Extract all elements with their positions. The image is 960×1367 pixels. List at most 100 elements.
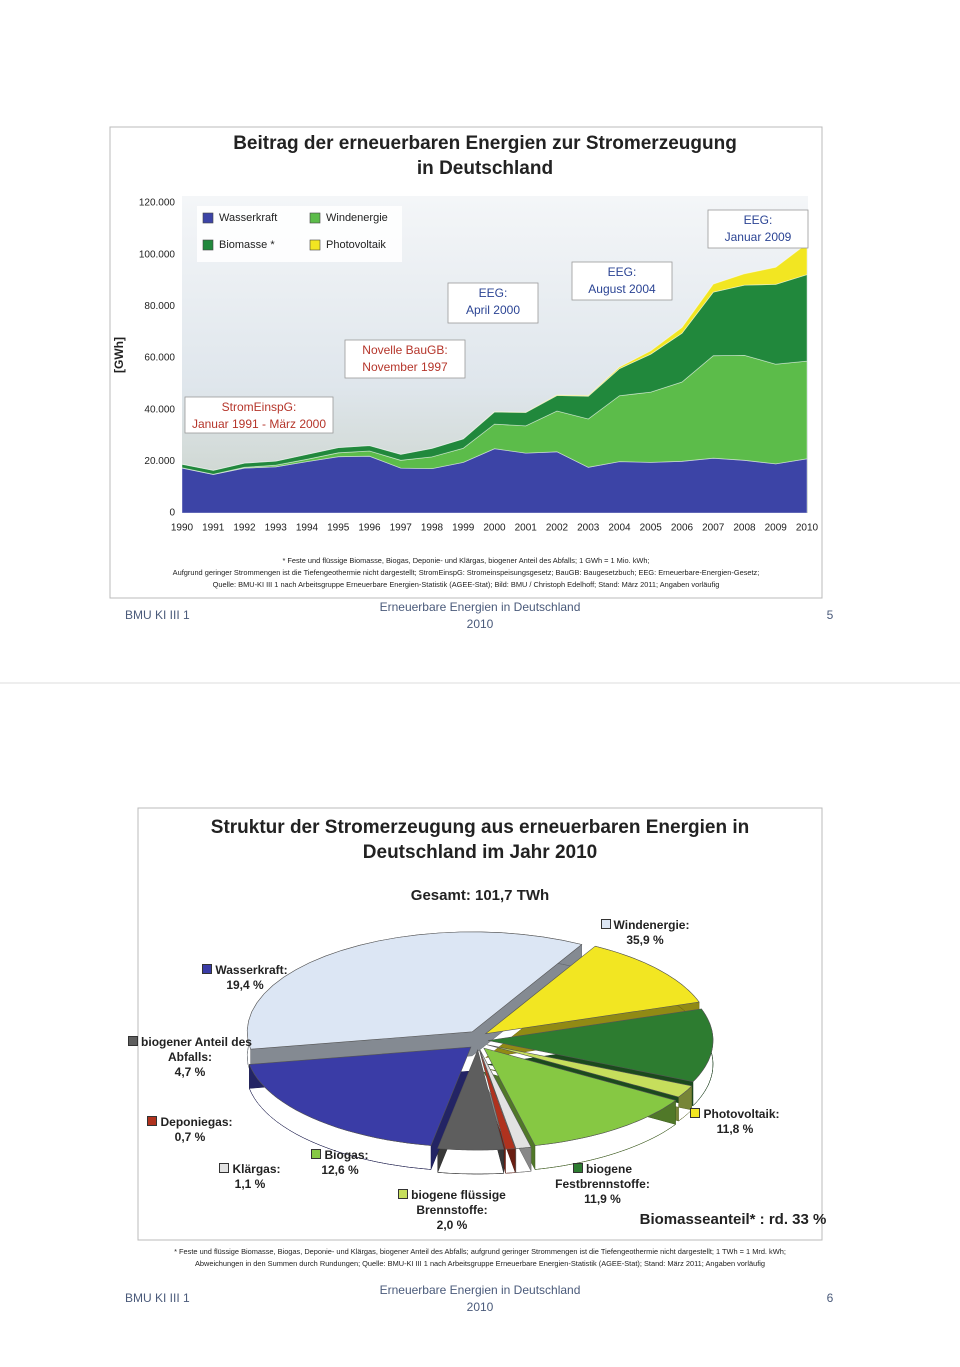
chart-title: Beitrag der erneuerbaren Energien zur St… — [233, 133, 737, 154]
x-tick-label: 2001 — [515, 523, 538, 534]
slice-name: Deponiegas: — [160, 1115, 233, 1129]
slice-name: Windenergie: — [613, 918, 690, 932]
x-tick-label: 1996 — [358, 523, 381, 534]
x-tick-label: 2003 — [577, 523, 600, 534]
slice-value: 11,9 % — [584, 1192, 621, 1206]
slice — [246, 931, 583, 1050]
annotation-text: StromEinspG: — [222, 400, 297, 414]
slice-label: Wasserkraft: 19,4 % — [195, 963, 295, 993]
slice-value: 0,7 % — [174, 1130, 206, 1144]
slice-label: Deponiegas: 0,7 % — [140, 1115, 240, 1145]
slice-value: 1,1 % — [234, 1177, 266, 1191]
slice-label: biogener Anteil des Abfalls: 4,7 % — [125, 1035, 255, 1080]
footer-center: Erneuerbare Energien in Deutschland — [380, 600, 581, 614]
annotation-text: EEG: — [744, 213, 773, 227]
slice-name: biogene Festbrennstoffe: — [555, 1162, 650, 1191]
y-tick-label: 100.000 — [139, 249, 176, 260]
x-tick-label: 2004 — [608, 523, 631, 534]
x-tick-label: 2008 — [733, 523, 756, 534]
footnote: * Feste und flüssige Biomasse, Biogas, D… — [282, 556, 649, 565]
footer-left: BMU KI III 1 — [125, 1291, 190, 1305]
annotation-box — [184, 396, 334, 434]
x-tick-label: 2009 — [765, 523, 788, 534]
chart-title: in Deutschland — [417, 158, 553, 179]
x-tick-label: 1992 — [233, 523, 256, 534]
slice-name: biogener Anteil des Abfalls: — [141, 1035, 252, 1064]
label-swatch — [398, 1189, 409, 1199]
x-tick-label: 2002 — [546, 523, 569, 534]
slice-label: biogene flüssige Brennstoffe: 2,0 % — [392, 1188, 512, 1233]
x-tick-label: 1995 — [327, 523, 350, 534]
annotation-text: November 1997 — [362, 360, 448, 374]
x-tick-label: 2010 — [796, 523, 819, 534]
y-tick-label: 120.000 — [139, 198, 176, 209]
slice — [484, 945, 700, 1035]
legend-swatch — [202, 212, 214, 224]
x-tick-label: 1990 — [171, 523, 194, 534]
legend-label: Photovoltaik — [326, 239, 386, 251]
slice-value: 35,9 % — [626, 933, 664, 947]
annotation-text: EEG: — [608, 265, 637, 279]
slice — [479, 1049, 516, 1150]
footer-year: 2010 — [467, 617, 494, 631]
slice — [248, 1046, 472, 1146]
slice — [487, 1008, 714, 1083]
annotation-box — [344, 339, 466, 379]
chart-subtitle: Gesamt: 101,7 TWh — [411, 887, 549, 904]
slice-label: Klärgas: 1,1 % — [215, 1162, 285, 1192]
label-swatch — [147, 1116, 158, 1126]
annotation-box — [707, 209, 809, 249]
y-tick-label: 80.000 — [144, 301, 175, 312]
y-axis-label: [GWh] — [112, 337, 126, 373]
label-swatch — [690, 1108, 701, 1118]
y-tick-label: 20.000 — [144, 456, 175, 467]
annotation-text: Novelle BauGB: — [362, 343, 447, 357]
slice-name: Biogas: — [324, 1148, 369, 1162]
footer-left: BMU KI III 1 — [125, 608, 190, 622]
chart-title: Struktur der Stromerzeugung aus erneuerb… — [211, 817, 749, 838]
slice-name: Wasserkraft: — [215, 963, 288, 977]
annotation-text: Januar 2009 — [725, 230, 792, 244]
x-tick-label: 1993 — [265, 523, 288, 534]
slice — [486, 1044, 693, 1098]
slice-label: Biogas: 12,6 % — [300, 1148, 380, 1178]
slice — [479, 1049, 532, 1149]
x-tick-label: 1994 — [296, 523, 319, 534]
chart-title: Deutschland im Jahr 2010 — [363, 842, 597, 863]
legend-swatch — [309, 239, 321, 251]
slice-value: 11,8 % — [716, 1122, 754, 1136]
footnote: Abweichungen in den Summen durch Rundung… — [195, 1259, 765, 1268]
pie-chart: Struktur der Stromerzeugung aus erneuerb… — [174, 817, 826, 1268]
slide-frame — [109, 126, 823, 599]
slice-name: biogene flüssige Brennstoffe: — [411, 1188, 506, 1217]
label-swatch — [128, 1036, 139, 1046]
legend-swatch — [309, 212, 321, 224]
annotation-text: Januar 1991 - März 2000 — [192, 417, 326, 431]
label-swatch — [202, 964, 213, 974]
legend-box — [197, 206, 402, 262]
annotation-text: August 2004 — [588, 282, 656, 296]
page-number: 6 — [827, 1291, 834, 1305]
x-tick-label: 2007 — [702, 523, 725, 534]
legend-label: Wasserkraft — [219, 212, 277, 224]
slice-value: 19,4 % — [226, 978, 264, 992]
slice — [437, 1049, 505, 1151]
annotation-text: April 2000 — [466, 303, 520, 317]
x-tick-label: 2005 — [640, 523, 663, 534]
legend-label: Biomasse * — [219, 239, 275, 251]
slice-value: 12,6 % — [321, 1163, 359, 1177]
slide-frame — [137, 807, 823, 1241]
label-swatch — [219, 1163, 230, 1173]
slice-value: 4,7 % — [174, 1065, 206, 1079]
slice-label: biogene Festbrennstoffe: 11,9 % — [540, 1162, 665, 1207]
slice — [483, 1047, 677, 1146]
label-swatch — [572, 1163, 583, 1173]
x-tick-label: 1999 — [452, 523, 475, 534]
x-tick-label: 2006 — [671, 523, 694, 534]
slice-value: 2,0 % — [436, 1218, 468, 1232]
annotation-box — [571, 261, 673, 301]
label-swatch — [311, 1149, 322, 1159]
x-tick-label: 1991 — [202, 523, 225, 534]
